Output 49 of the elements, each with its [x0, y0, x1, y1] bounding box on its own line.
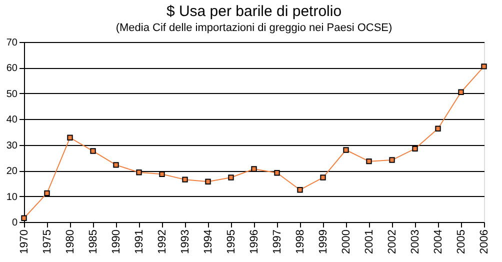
x-tick-label: 1999 [318, 230, 330, 254]
y-tick-label: 30 [6, 140, 18, 152]
x-tick-label: 1970 [18, 230, 30, 254]
x-tick-label: 2004 [432, 230, 444, 254]
x-tick-label: 2002 [386, 230, 398, 254]
point [412, 146, 418, 152]
point [67, 134, 73, 140]
point [366, 158, 372, 164]
point [389, 157, 395, 163]
x-tick-label: 2003 [410, 230, 422, 254]
point [205, 178, 211, 184]
point [90, 148, 96, 154]
y-tick-label: 0 [12, 218, 18, 228]
x-tick-label: 1990 [110, 230, 122, 254]
point [320, 174, 326, 180]
chart-subtitle: (Media Cif delle importazioni di greggio nei Paesi OCSE) [116, 22, 392, 34]
point [274, 170, 280, 176]
y-tick-label: 20 [6, 166, 18, 178]
x-tick-label: 2005 [456, 230, 468, 254]
point [136, 170, 142, 176]
x-tick-label: 1998 [294, 230, 306, 254]
point [458, 89, 464, 95]
x-tick-label: 2000 [340, 230, 352, 254]
x-tick-label: 1997 [272, 230, 284, 254]
point [182, 176, 188, 182]
y-tick-label: 40 [6, 114, 18, 126]
x-tick-label: 1985 [88, 230, 100, 254]
x-tick-label: 1993 [180, 230, 192, 254]
x-tick-label: 1992 [156, 230, 168, 254]
point [113, 162, 119, 168]
x-tick-label: 1975 [42, 230, 54, 254]
y-tick-label: 10 [6, 192, 18, 203]
x-tick-label: 1994 [202, 230, 214, 254]
point [435, 126, 441, 132]
x-tick-label: 2001 [364, 230, 376, 254]
point [228, 174, 234, 180]
x-tick-label: 1996 [248, 230, 260, 254]
point [297, 187, 303, 193]
y-tick-label: 60 [6, 63, 18, 74]
x-tick-label: 1991 [134, 230, 146, 254]
point [343, 147, 349, 153]
x-tick-label: 2006 [478, 230, 490, 254]
chart-title: $ Usa per barile di petrolio [166, 3, 342, 20]
point [481, 64, 487, 70]
point [44, 190, 50, 196]
x-tick-label: 1980 [64, 230, 76, 254]
y-tick-label: 70 [6, 38, 18, 48]
y-tick-label: 50 [6, 88, 18, 100]
x-tick-label: 1995 [226, 230, 238, 254]
